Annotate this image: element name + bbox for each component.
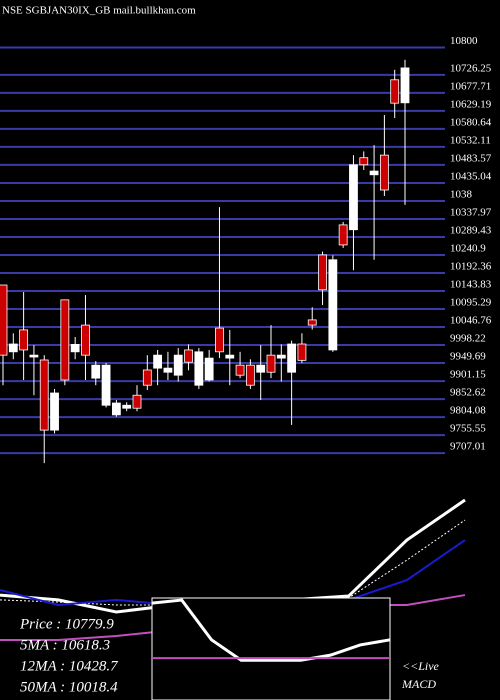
candle-body (359, 157, 369, 166)
candle-body (318, 254, 327, 291)
candle-body (132, 394, 142, 409)
candle-body (19, 329, 29, 351)
candle-body (142, 369, 152, 386)
y-tick-label: 9949.69 (450, 351, 486, 363)
candle-body (29, 354, 39, 358)
candle-body (307, 319, 317, 326)
y-tick-label: 10240.9 (450, 243, 486, 255)
candle-body (287, 343, 297, 373)
candle-body (245, 364, 255, 386)
candle-body (50, 392, 59, 431)
candle-body (81, 324, 90, 356)
candle-body (70, 343, 80, 353)
y-tick-label: 10046.76 (450, 315, 492, 327)
candle-body (349, 164, 358, 231)
candle-body (266, 354, 276, 373)
chart-title: NSE SGBJAN30IX_GB mail.bullkhan.com (2, 5, 196, 17)
candle-body (101, 364, 111, 406)
y-tick-label: 10580.64 (450, 116, 492, 128)
annotation: <<Live (402, 659, 440, 673)
y-tick-label: 10192.36 (450, 261, 492, 273)
y-tick-label: 10095.29 (450, 297, 492, 309)
candle-body (215, 327, 224, 353)
annotation: 50MA : 10018.4 (20, 679, 118, 695)
y-tick-label: 9852.62 (450, 387, 486, 399)
candle-body (328, 259, 338, 351)
indicator-line (0, 519, 466, 606)
candle-body (153, 354, 163, 369)
y-tick-label: 9755.55 (450, 423, 486, 435)
y-tick-label: 10800 (450, 35, 478, 47)
y-tick-label: 10435.04 (450, 170, 492, 182)
candle-body (204, 357, 214, 381)
panel-frame (151, 597, 391, 700)
candle-body (235, 364, 245, 376)
candle-body (194, 351, 204, 386)
y-tick-label: 9707.01 (450, 441, 486, 453)
candle-body (369, 170, 379, 176)
y-tick-label: 10677.71 (450, 80, 491, 92)
candle-body (297, 343, 307, 361)
annotation: 12MA : 10428.7 (20, 658, 119, 674)
candle-body (400, 67, 410, 104)
y-tick-label: 1038 (450, 188, 473, 200)
annotation: MACD (401, 677, 436, 691)
candle-body (0, 284, 8, 356)
candle-body (338, 224, 348, 246)
y-tick-label: 9901.15 (450, 369, 486, 381)
y-tick-label: 10143.83 (450, 279, 492, 291)
candle-body (39, 359, 49, 431)
annotation: Price : 10779.9 (19, 616, 114, 632)
y-tick-label: 10532.11 (450, 134, 491, 146)
candle-body (379, 154, 389, 191)
candle-body (276, 354, 286, 359)
candle-body (60, 299, 70, 381)
indicator-line (0, 498, 466, 614)
y-tick-label: 9998.22 (450, 333, 486, 345)
y-tick-label: 10726.25 (450, 62, 492, 74)
y-tick-label: 10483.57 (450, 152, 492, 164)
y-tick-label: 9804.08 (450, 405, 486, 417)
candle-body (8, 343, 18, 353)
y-tick-label: 10629.19 (450, 98, 492, 110)
candle-body (184, 349, 193, 363)
candle-body (256, 364, 266, 373)
y-tick-label: 10337.97 (450, 206, 492, 218)
annotation: 5MA : 10618.3 (20, 637, 110, 653)
candle-body (163, 367, 173, 373)
candle-body (122, 404, 132, 409)
candle-body (173, 354, 183, 376)
candle-body (111, 402, 121, 416)
candle-body (390, 79, 400, 104)
indicator-line (151, 598, 391, 662)
candle-body (91, 364, 101, 379)
candle-body (225, 354, 235, 359)
y-tick-label: 10289.43 (450, 225, 492, 237)
